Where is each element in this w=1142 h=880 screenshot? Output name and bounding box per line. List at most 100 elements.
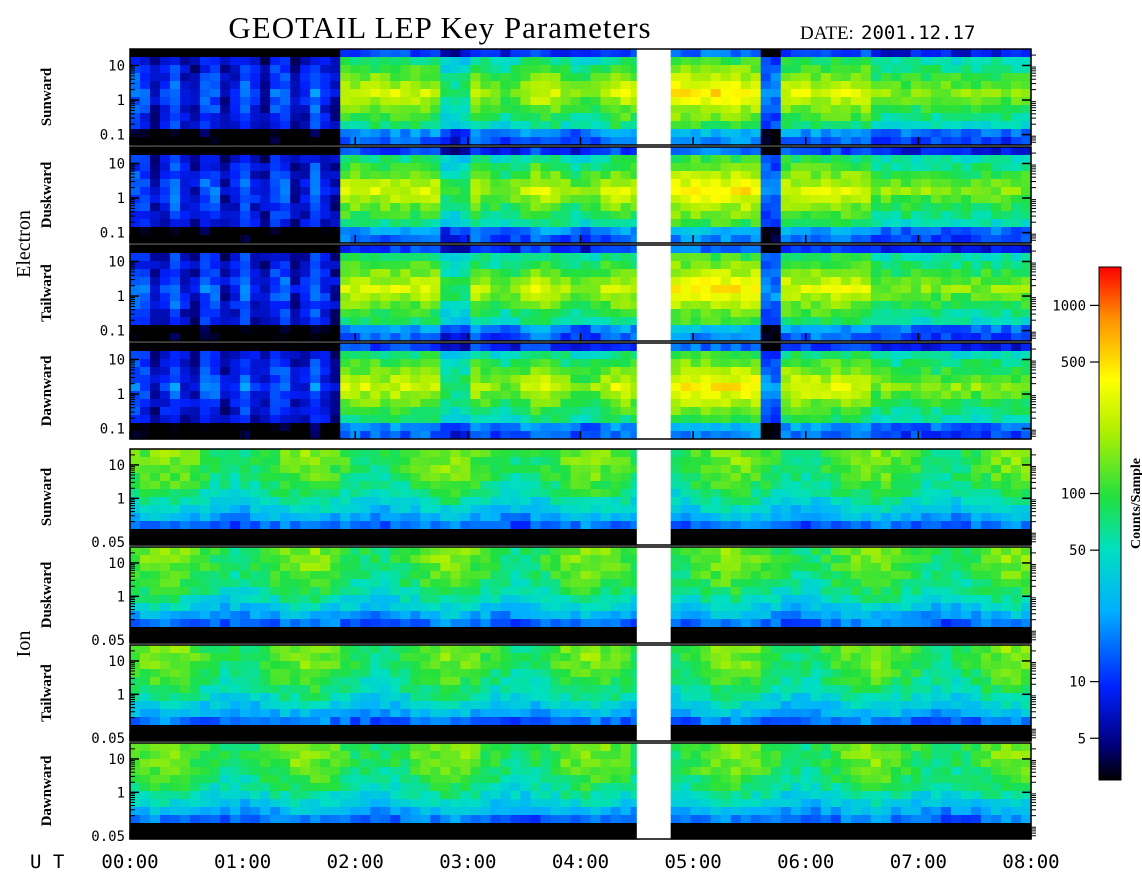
heatmap-cell — [850, 195, 862, 204]
heatmap-cell — [870, 97, 882, 106]
heatmap-cell — [300, 129, 311, 138]
heatmap-cell — [190, 187, 201, 196]
heatmap-cell — [740, 309, 752, 318]
heatmap-cell — [850, 431, 862, 440]
heatmap-cell — [440, 383, 451, 392]
heatmap-cell — [260, 235, 271, 244]
heatmap-cell — [910, 113, 922, 122]
heatmap-cell — [970, 367, 982, 376]
heatmap-cell — [1020, 219, 1032, 228]
heatmap-cell — [430, 105, 441, 114]
heatmap-cell — [620, 473, 632, 482]
heatmap-cell — [540, 423, 552, 432]
heatmap-cell — [780, 431, 792, 440]
heatmap-cell — [170, 407, 181, 416]
heatmap-cell — [270, 253, 281, 262]
heatmap-cell — [340, 89, 351, 98]
heatmap-cell — [330, 155, 341, 164]
heatmap-cell — [630, 325, 642, 334]
heatmap-cell — [220, 121, 231, 130]
heatmap-cell — [240, 105, 251, 114]
heatmap-cell — [540, 529, 552, 538]
heatmap-cell — [980, 105, 992, 114]
heatmap-cell — [250, 235, 261, 244]
heatmap-cell — [980, 399, 992, 408]
heatmap-cell — [790, 179, 802, 188]
heatmap-cell — [970, 179, 982, 188]
heatmap-cell — [330, 301, 341, 310]
heatmap-cell — [320, 203, 331, 212]
heatmap-cell — [1010, 293, 1022, 302]
heatmap-cell — [680, 415, 692, 424]
heatmap-cell — [280, 293, 291, 302]
heatmap-cell — [760, 211, 772, 220]
heatmap-cell — [730, 147, 742, 156]
heatmap-cell — [740, 383, 752, 392]
heatmap-cell — [1020, 147, 1032, 156]
heatmap-cell — [140, 367, 151, 376]
heatmap-cell — [140, 277, 151, 286]
heatmap-cell — [180, 81, 191, 90]
heatmap-cell — [180, 351, 191, 360]
heatmap-cell — [960, 245, 972, 254]
heatmap-cell — [210, 261, 221, 270]
heatmap-cell — [740, 285, 752, 294]
heatmap-cell — [280, 383, 291, 392]
heatmap-cell — [800, 211, 812, 220]
heatmap-cell — [970, 187, 982, 196]
heatmap-cell — [470, 309, 481, 318]
heatmap-cell — [490, 505, 502, 514]
heatmap-cell — [330, 481, 341, 490]
heatmap-cell — [200, 171, 211, 180]
heatmap-cell — [790, 147, 802, 156]
heatmap-cell — [960, 147, 972, 156]
heatmap-cell — [210, 383, 221, 392]
heatmap-cell — [410, 473, 421, 482]
heatmap-cell — [930, 227, 942, 236]
heatmap-cell — [410, 407, 421, 416]
heatmap-cell — [1000, 57, 1012, 66]
heatmap-cell — [310, 333, 321, 342]
heatmap-cell — [570, 367, 582, 376]
heatmap-cell — [440, 73, 451, 82]
heatmap-cell — [160, 227, 171, 236]
heatmap-cell — [490, 351, 502, 360]
heatmap-cell — [690, 285, 702, 294]
heatmap-cell — [310, 227, 321, 236]
heatmap-cell — [690, 301, 702, 310]
heatmap-cell — [930, 65, 942, 74]
heatmap-cell — [150, 415, 161, 424]
heatmap-cell — [770, 343, 782, 352]
heatmap-cell — [330, 325, 341, 334]
heatmap-cell — [920, 277, 932, 286]
heatmap-cell — [940, 97, 952, 106]
heatmap-cell — [390, 147, 401, 156]
heatmap-cell — [680, 227, 692, 236]
heatmap-cell — [220, 211, 231, 220]
heatmap-cell — [210, 163, 221, 172]
heatmap-cell — [960, 211, 972, 220]
heatmap-cell — [550, 227, 562, 236]
heatmap-cell — [550, 399, 562, 408]
heatmap-cell — [700, 235, 712, 244]
heatmap-cell — [160, 333, 171, 342]
heatmap-cell — [720, 179, 732, 188]
heatmap-cell — [780, 219, 792, 228]
heatmap-cell — [250, 97, 261, 106]
heatmap-cell — [1020, 49, 1032, 58]
heatmap-cell — [180, 431, 191, 440]
heatmap-cell — [1020, 325, 1032, 334]
heatmap-cell — [310, 105, 321, 114]
heatmap-cell — [680, 399, 692, 408]
heatmap-cell — [550, 261, 562, 270]
heatmap-cell — [360, 537, 371, 546]
heatmap-cell — [760, 317, 772, 326]
heatmap-cell — [790, 359, 802, 368]
heatmap-cell — [820, 399, 832, 408]
heatmap-cell — [280, 195, 291, 204]
heatmap-cell — [880, 309, 892, 318]
heatmap-cell — [320, 537, 331, 546]
heatmap-cell — [490, 465, 502, 474]
heatmap-cell — [130, 351, 141, 360]
heatmap-cell — [250, 465, 261, 474]
